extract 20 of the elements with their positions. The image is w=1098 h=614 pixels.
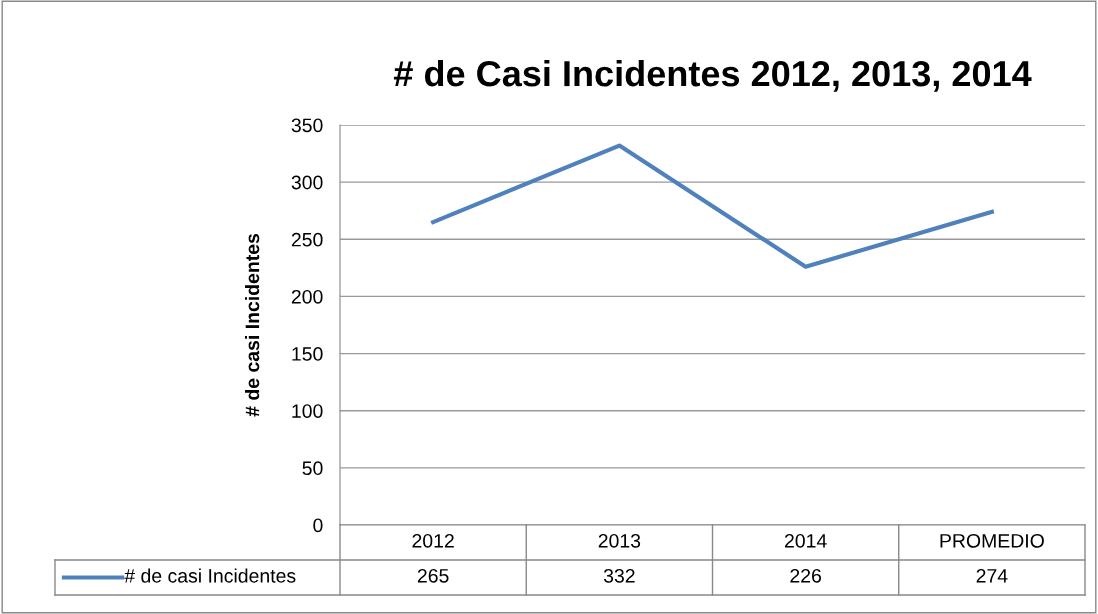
y-tick-label: 50 <box>302 461 323 476</box>
y-tick-label: 200 <box>291 289 323 304</box>
data-label: 332 <box>603 568 635 583</box>
line-series <box>431 143 994 269</box>
y-axis-title: # de casi Incidentes <box>244 233 260 417</box>
data-label: 274 <box>976 568 1008 583</box>
x-tick-label: 2012 <box>412 533 454 548</box>
x-tick-label: PROMEDIO <box>940 533 1044 548</box>
y-tick-label: 0 <box>313 518 323 533</box>
data-label: 265 <box>417 568 449 583</box>
y-tick-label: 100 <box>292 404 323 418</box>
chart-title: # de Casi Incidentes 2012, 2013, 2014 <box>393 59 1032 92</box>
y-tick-label: 350 <box>291 118 323 133</box>
y-tick-label: 150 <box>292 347 323 361</box>
y-tick-label: 300 <box>291 175 323 190</box>
data-label: 226 <box>790 568 821 583</box>
y-tick-label: 250 <box>291 232 323 247</box>
x-tick-label: 2014 <box>784 533 827 548</box>
legend-label: # de casi Incidentes <box>124 568 296 583</box>
x-tick-label: 2013 <box>598 533 641 548</box>
